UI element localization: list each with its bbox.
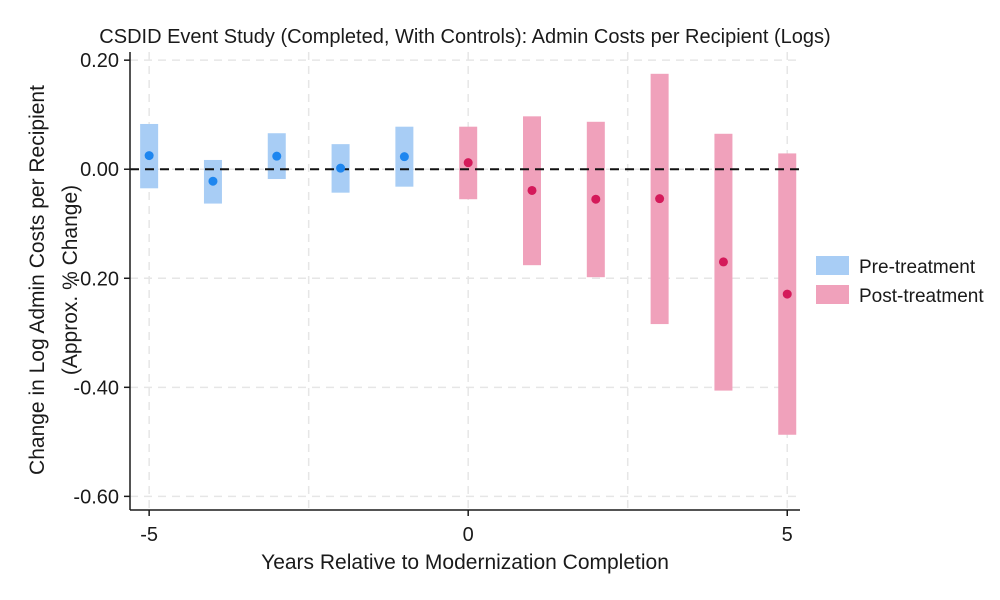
point-pre--3 [272, 151, 282, 161]
point-pre--2 [336, 163, 346, 173]
y-tick-label-3: -0.40 [73, 377, 119, 399]
point-post-1 [527, 185, 537, 195]
x-axis-label: Years Relative to Modernization Completi… [261, 551, 669, 574]
legend: Pre-treatment Post-treatment [816, 256, 984, 307]
x-tick-label-0: -5 [140, 524, 158, 546]
chart-title: CSDID Event Study (Completed, With Contr… [99, 26, 830, 48]
legend-label-pre: Pre-treatment [859, 257, 976, 278]
point-pre--1 [399, 152, 409, 162]
point-pre--5 [144, 151, 154, 161]
point-estimates [144, 151, 792, 299]
y-tick-label-4: -0.60 [73, 486, 119, 508]
y-tick-label-1: 0.00 [80, 159, 119, 181]
point-pre--4 [208, 176, 218, 186]
legend-swatch-post [816, 285, 849, 304]
y-tick-label-2: -0.20 [73, 268, 119, 290]
y-axis-label-line2: (Approx. % Change) [59, 185, 82, 375]
y-tick-label-0: 0.20 [80, 50, 119, 72]
y-axis-label-line1: Change in Log Admin Costs per Recipient [26, 85, 49, 475]
point-post-0 [463, 158, 473, 168]
x-tick-label-2: 5 [782, 524, 793, 546]
x-tick-label-1: 0 [463, 524, 474, 546]
grid-lines [130, 52, 800, 510]
legend-label-post: Post-treatment [859, 286, 984, 307]
axes [124, 52, 800, 516]
point-post-4 [718, 257, 728, 267]
point-post-2 [591, 194, 601, 204]
point-post-3 [655, 194, 665, 204]
point-post-5 [782, 289, 792, 299]
legend-swatch-pre [816, 256, 849, 275]
tick-labels: 0.20 0.00 -0.20 -0.40 -0.60 -5 0 5 [73, 50, 792, 546]
